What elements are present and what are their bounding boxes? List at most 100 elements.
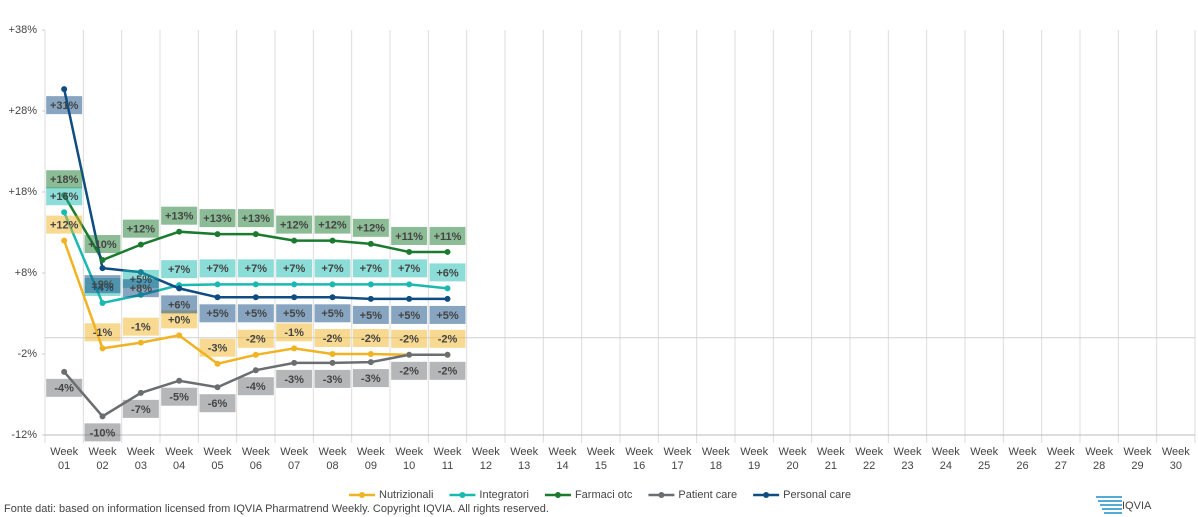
data-label: -4% bbox=[246, 381, 266, 393]
y-tick-label: +28% bbox=[9, 105, 38, 117]
point bbox=[176, 332, 183, 339]
data-label: +5% bbox=[398, 310, 421, 322]
points bbox=[61, 86, 451, 420]
data-label: +5% bbox=[283, 308, 306, 320]
data-label: +6% bbox=[168, 299, 191, 311]
y-tick-label: +18% bbox=[9, 186, 38, 198]
point bbox=[214, 360, 221, 367]
data-label: +5% bbox=[436, 310, 459, 322]
data-label: -1% bbox=[93, 327, 113, 339]
label-box bbox=[122, 279, 159, 298]
source: Fonte dati: based on information license… bbox=[4, 503, 549, 515]
data-label: -2% bbox=[361, 333, 381, 345]
point bbox=[252, 294, 259, 301]
x-tick-label: Week 18 bbox=[701, 446, 730, 472]
point bbox=[61, 86, 68, 93]
label-box bbox=[314, 215, 351, 234]
point bbox=[252, 367, 259, 374]
point bbox=[214, 294, 221, 301]
point bbox=[291, 281, 298, 288]
x-tick-label: Week 25 bbox=[970, 446, 999, 472]
label-box bbox=[276, 304, 313, 323]
legend-label: Farmaci otc bbox=[575, 489, 633, 501]
data-label: -6% bbox=[208, 398, 228, 410]
point bbox=[99, 345, 106, 352]
data-label: +7% bbox=[398, 263, 421, 275]
point bbox=[444, 285, 451, 292]
x-tick-label: Week 24 bbox=[931, 446, 960, 472]
label-box bbox=[199, 304, 236, 323]
label-box bbox=[314, 369, 351, 388]
point bbox=[99, 299, 106, 306]
point bbox=[99, 413, 106, 420]
label-box bbox=[199, 209, 236, 228]
legend-marker bbox=[658, 492, 665, 498]
x-tick-label: Week 10 bbox=[395, 446, 424, 472]
label-box bbox=[391, 305, 428, 324]
data-label: +11% bbox=[395, 231, 423, 243]
data-label: +7% bbox=[321, 263, 344, 275]
label-box bbox=[237, 304, 274, 323]
data-label: +13% bbox=[242, 213, 271, 225]
label-box bbox=[122, 219, 159, 238]
label-box bbox=[161, 206, 198, 225]
point bbox=[291, 237, 298, 244]
data-label: +5% bbox=[360, 310, 383, 322]
data-label: -1% bbox=[284, 327, 304, 339]
x-tick-label: Week 14 bbox=[548, 446, 577, 472]
point bbox=[329, 359, 336, 366]
label-box bbox=[352, 259, 389, 278]
data-label: -1% bbox=[131, 322, 151, 334]
data-label: +9% bbox=[91, 279, 114, 291]
data-label: -2% bbox=[399, 366, 419, 378]
data-label: +7% bbox=[245, 263, 268, 275]
point bbox=[252, 231, 259, 238]
point bbox=[176, 228, 183, 235]
label-box bbox=[429, 361, 466, 380]
y-tick-label: +38% bbox=[9, 24, 38, 36]
x-tick-label: Week 02 bbox=[88, 446, 117, 472]
label-box bbox=[84, 235, 121, 254]
x-tick-label: Week 23 bbox=[893, 446, 922, 472]
x-tick-label: Week 11 bbox=[433, 446, 462, 472]
label-box bbox=[352, 369, 389, 388]
label-box bbox=[46, 187, 83, 206]
x-tick-label: Week 07 bbox=[280, 446, 309, 472]
label-box bbox=[276, 369, 313, 388]
point bbox=[61, 368, 68, 375]
labels: +12%-1%-1%+0%-3%-2%-1%-2%-2%-2%-2%+16%+4… bbox=[46, 96, 466, 442]
x-tick-label: Week 30 bbox=[1161, 446, 1190, 472]
data-label: +5% bbox=[321, 308, 344, 320]
data-label: +0% bbox=[168, 314, 191, 326]
label-box bbox=[429, 329, 466, 348]
label-box bbox=[161, 260, 198, 279]
label-box bbox=[429, 305, 466, 324]
label-box bbox=[314, 329, 351, 347]
legend-label: Personal care bbox=[783, 489, 851, 501]
label-box bbox=[429, 226, 466, 245]
point bbox=[444, 295, 451, 302]
legend-marker bbox=[554, 492, 561, 498]
label-box bbox=[237, 209, 274, 228]
data-label: -3% bbox=[284, 374, 304, 386]
label-box bbox=[391, 226, 428, 245]
point bbox=[367, 295, 374, 302]
data-label: -5% bbox=[169, 392, 189, 404]
point bbox=[99, 257, 106, 264]
data-label: +12% bbox=[357, 223, 386, 235]
data-label: -10% bbox=[90, 427, 116, 439]
legend-item: Farmaci otc bbox=[544, 489, 633, 501]
x-tick-label: Week 05 bbox=[203, 446, 232, 472]
point bbox=[176, 377, 183, 384]
label-box bbox=[84, 323, 121, 342]
point bbox=[406, 351, 413, 358]
x-tick-label: Week 17 bbox=[663, 446, 692, 472]
point bbox=[367, 240, 374, 247]
legend-item: Patient care bbox=[648, 489, 737, 501]
x-tick-label: Week 08 bbox=[318, 446, 347, 472]
legend: Nutrizionali Integratori Farmaci otc Patien… bbox=[349, 489, 851, 501]
x-tick-label: Week 21 bbox=[816, 446, 845, 472]
logo-text: IQVIA bbox=[1122, 500, 1152, 512]
label-box bbox=[199, 338, 236, 357]
label-box bbox=[314, 304, 351, 323]
